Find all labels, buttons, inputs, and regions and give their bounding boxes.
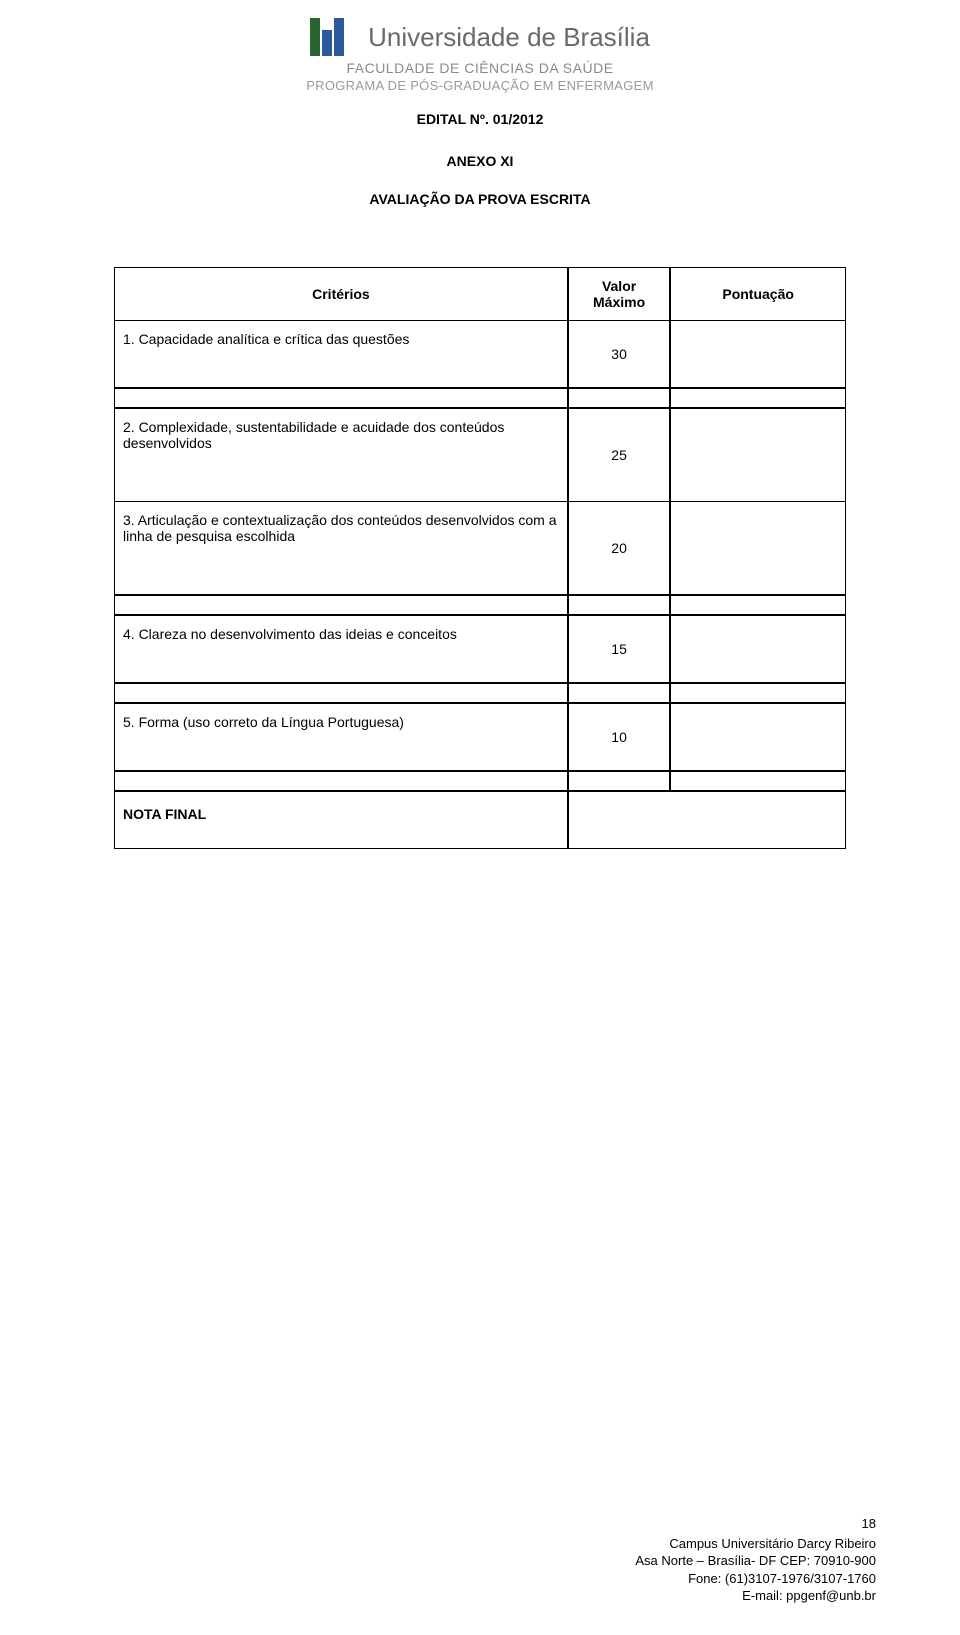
valor-cell: 10 [568, 703, 670, 771]
nota-final-label: NOTA FINAL [114, 791, 568, 849]
table-row: 3. Articulação e contextualização dos co… [114, 502, 846, 595]
footer-line: Asa Norte – Brasília- DF CEP: 70910-900 [635, 1552, 876, 1570]
footer-line: Fone: (61)3107-1976/3107-1760 [635, 1570, 876, 1588]
anexo-title: ANEXO XI [0, 153, 960, 169]
criterio-cell: 3. Articulação e contextualização dos co… [114, 502, 568, 595]
valor-cell: 15 [568, 615, 670, 683]
criterio-cell: 4. Clareza no desenvolvimento das ideias… [114, 615, 568, 683]
table-row: 5. Forma (uso correto da Língua Portugue… [114, 703, 846, 771]
program-line: PROGRAMA DE PÓS-GRADUAÇÃO EM ENFERMAGEM [0, 78, 960, 93]
unb-logo-icon [310, 18, 356, 56]
pontuacao-cell [670, 615, 846, 683]
table-row: 1. Capacidade analítica e crítica das qu… [114, 321, 846, 388]
evaluation-title: AVALIAÇÃO DA PROVA ESCRITA [0, 191, 960, 207]
faculty-line: FACULDADE DE CIÊNCIAS DA SAÚDE [0, 60, 960, 76]
page-footer: 18 Campus Universitário Darcy Ribeiro As… [635, 1515, 876, 1605]
valor-cell: 25 [568, 408, 670, 502]
pontuacao-cell [670, 703, 846, 771]
table-header-row: Critérios Valor Máximo Pontuação [114, 267, 846, 321]
col-header-valor-maximo: Valor Máximo [568, 267, 670, 321]
logo-row: Universidade de Brasília [0, 18, 960, 56]
nota-final-row: NOTA FINAL [114, 791, 846, 849]
valor-l1: Valor [602, 278, 636, 294]
table-row: 4. Clareza no desenvolvimento das ideias… [114, 615, 846, 683]
content-area: Critérios Valor Máximo Pontuação 1. Capa… [0, 267, 960, 849]
col-header-criterios: Critérios [114, 267, 568, 321]
table-row: 2. Complexidade, sustentabilidade e acui… [114, 408, 846, 502]
pontuacao-cell [670, 502, 846, 595]
footer-line: Campus Universitário Darcy Ribeiro [635, 1535, 876, 1553]
valor-cell: 20 [568, 502, 670, 595]
col-header-pontuacao: Pontuação [670, 267, 846, 321]
pontuacao-cell [670, 408, 846, 502]
evaluation-table: Critérios Valor Máximo Pontuação 1. Capa… [114, 267, 846, 849]
valor-cell: 30 [568, 321, 670, 388]
footer-line: E-mail: ppgenf@unb.br [635, 1587, 876, 1605]
university-name: Universidade de Brasília [368, 22, 650, 53]
criterio-cell: 2. Complexidade, sustentabilidade e acui… [114, 408, 568, 502]
criterio-cell: 5. Forma (uso correto da Língua Portugue… [114, 703, 568, 771]
valor-l2: Máximo [593, 294, 645, 310]
edital-number: EDITAL Nº. 01/2012 [0, 111, 960, 127]
nota-final-value [568, 791, 846, 849]
page-number: 18 [635, 1515, 876, 1533]
criterio-cell: 1. Capacidade analítica e crítica das qu… [114, 321, 568, 388]
page-header: Universidade de Brasília FACULDADE DE CI… [0, 0, 960, 207]
pontuacao-cell [670, 321, 846, 388]
